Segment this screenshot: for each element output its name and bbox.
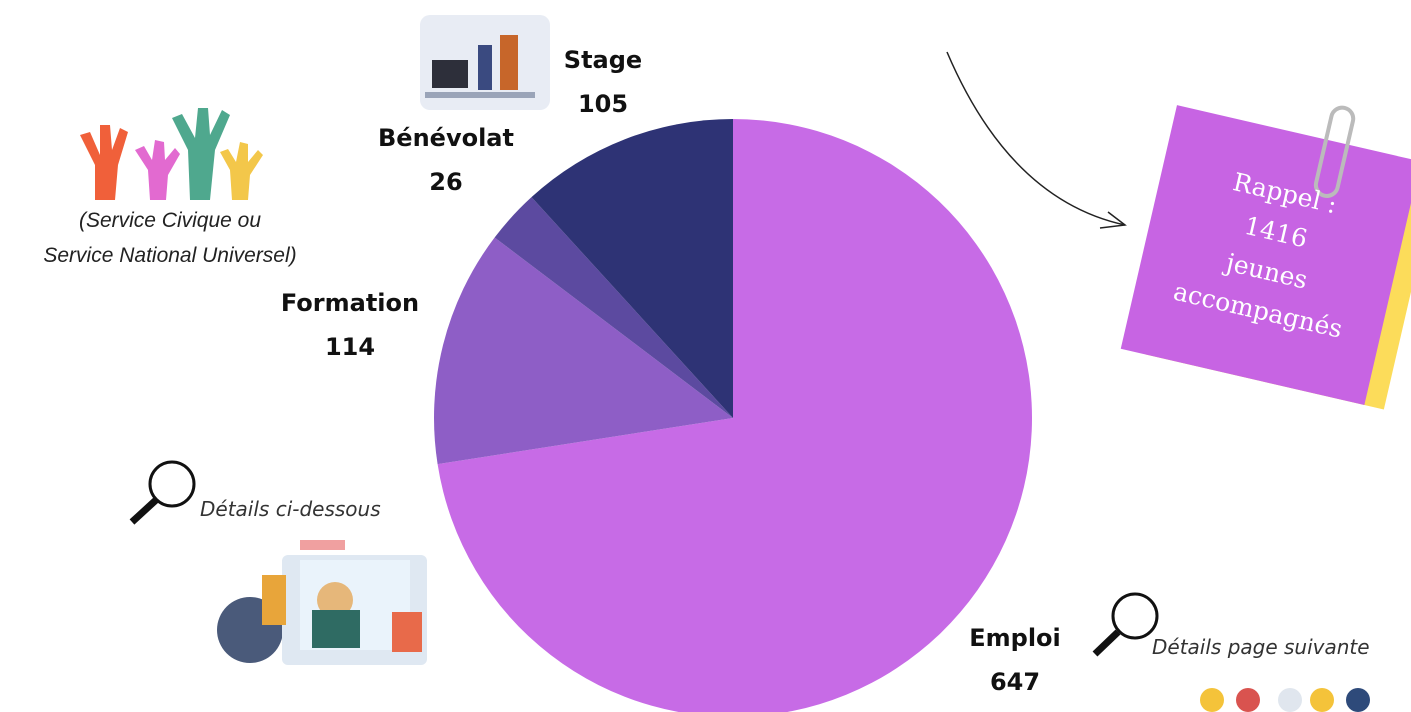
slice-value: 105 <box>578 90 628 118</box>
video-call-illustration <box>217 540 427 665</box>
workers-illustration <box>1200 688 1370 712</box>
sticky-note: Rappel : 1416 jeunes accompagnés <box>1120 105 1411 410</box>
slice-label: Stage <box>564 46 642 74</box>
details-next: Détails page suivante <box>1152 635 1370 659</box>
magnifier-icon <box>1092 592 1159 657</box>
arrow <box>946 51 1127 229</box>
office-illustration <box>420 15 550 110</box>
slice-label: Emploi <box>969 624 1061 652</box>
slice-value: 26 <box>429 168 462 196</box>
slice-value: 647 <box>990 668 1040 696</box>
hands-illustration <box>80 108 263 200</box>
pie-slice <box>437 119 1032 712</box>
civic-note: Service National Universel) <box>43 244 296 267</box>
slice-value: 114 <box>325 333 375 361</box>
pie-slice <box>434 237 733 465</box>
slice-label: Formation <box>281 289 419 317</box>
pie-slice <box>494 197 733 418</box>
pie <box>434 119 1032 712</box>
civic-note: (Service Civique ou <box>79 209 261 232</box>
magnifier-icon <box>129 460 196 525</box>
slice-label: Bénévolat <box>378 124 514 152</box>
pie-slice <box>531 119 733 418</box>
details-below: Détails ci-dessous <box>200 497 381 521</box>
